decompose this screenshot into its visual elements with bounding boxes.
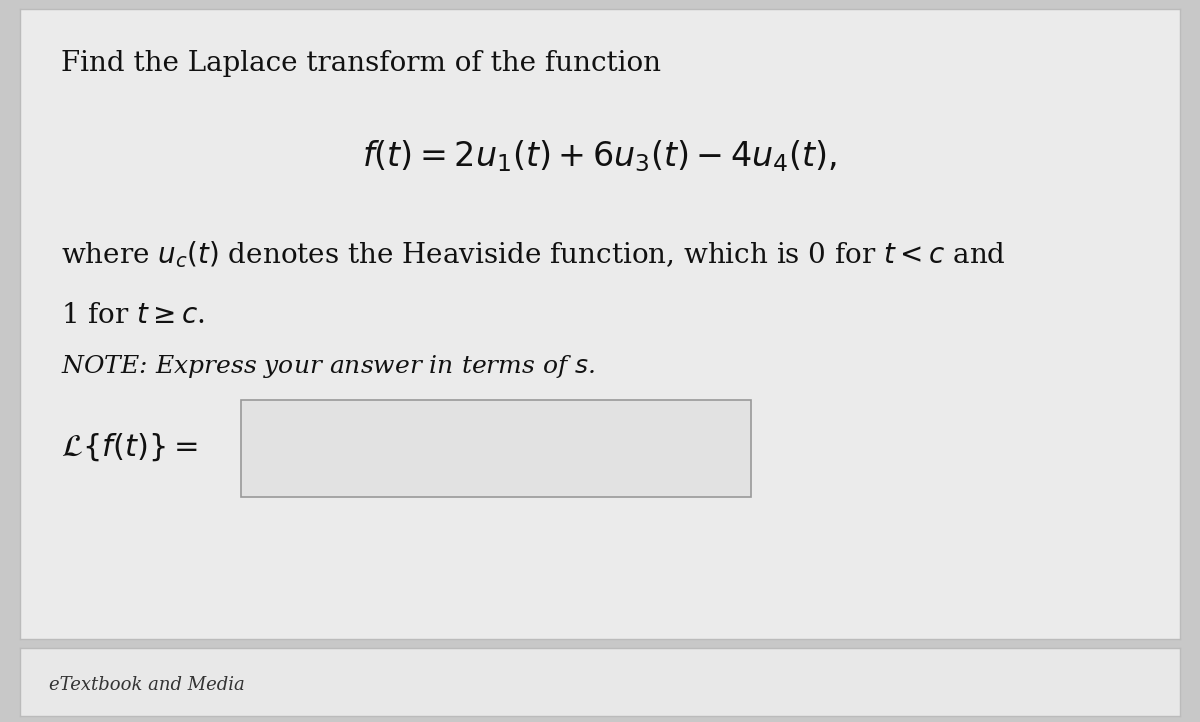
Text: 1 for $t \geq c$.: 1 for $t \geq c$. (61, 302, 205, 329)
Text: Find the Laplace transform of the function: Find the Laplace transform of the functi… (61, 51, 661, 77)
Text: where $u_c(t)$ denotes the Heaviside function, which is 0 for $t < c$ and: where $u_c(t)$ denotes the Heaviside fun… (61, 239, 1006, 270)
Text: $\mathcal{L}\{f(t)\} =$: $\mathcal{L}\{f(t)\} =$ (61, 431, 198, 463)
Text: eTextbook and Media: eTextbook and Media (49, 677, 245, 695)
Text: NOTE: Express your answer in terms of $s$.: NOTE: Express your answer in terms of $s… (61, 352, 595, 380)
FancyBboxPatch shape (241, 400, 751, 497)
Text: $f(t) = 2u_1(t) + 6u_3(t) - 4u_4(t),$: $f(t) = 2u_1(t) + 6u_3(t) - 4u_4(t),$ (362, 139, 838, 174)
